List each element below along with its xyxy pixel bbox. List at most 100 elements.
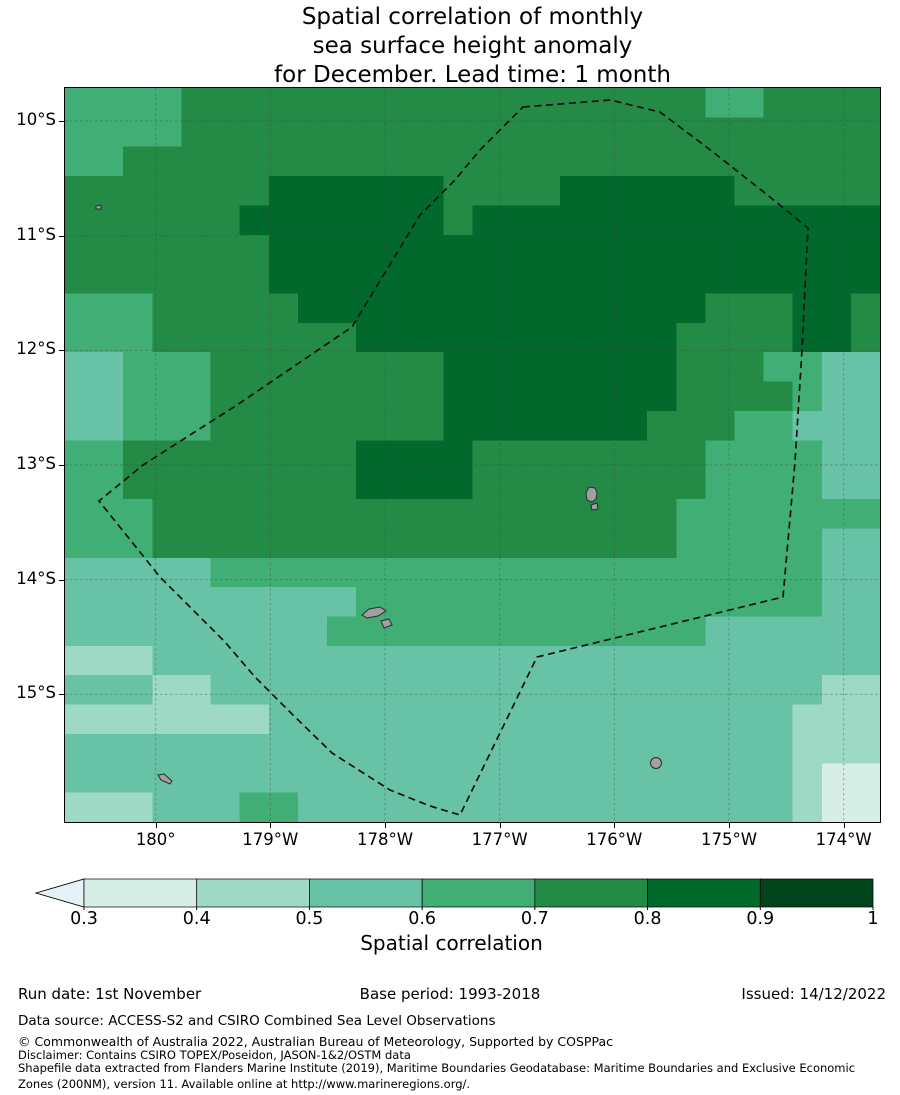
heatmap-cell (326, 117, 357, 148)
heatmap-cell (530, 440, 561, 470)
heatmap-cell (530, 587, 561, 617)
island-a2-icon (590, 502, 599, 511)
heatmap-cell (734, 117, 764, 148)
heatmap-cell (94, 587, 124, 617)
heatmap-cell (65, 352, 95, 382)
heatmap-cells (65, 88, 880, 822)
heatmap-cell (792, 264, 823, 294)
heatmap-cell (472, 146, 502, 177)
heatmap-cell (850, 146, 880, 177)
heatmap-cell (239, 704, 270, 735)
heatmap-cell (443, 88, 473, 118)
heatmap-cell (94, 763, 124, 793)
heatmap-cell (647, 499, 677, 529)
heatmap-cell (152, 616, 182, 647)
heatmap-cell (530, 322, 561, 353)
heatmap-cell (734, 352, 764, 382)
heatmap-cell (152, 381, 182, 412)
colorbar-tick-label: 0.7 (520, 909, 549, 929)
heatmap-cell (792, 499, 823, 529)
heatmap-cell (763, 146, 793, 177)
heatmap-cell (588, 616, 619, 647)
heatmap-cell (123, 176, 153, 206)
heatmap-cell (385, 733, 415, 764)
heatmap-cell (297, 234, 328, 265)
heatmap-cell (763, 176, 793, 206)
colorbar-bin (647, 878, 761, 908)
heatmap-cell (792, 88, 823, 118)
heatmap-cell (94, 381, 124, 412)
heatmap-cell (618, 381, 648, 412)
heatmap-cell (530, 528, 561, 559)
island-b2-icon (380, 618, 393, 629)
chart-title-line3: for December. Lead time: 1 month (274, 62, 671, 88)
heatmap-cell (676, 763, 706, 793)
heatmap-cell (559, 293, 590, 324)
heatmap-cell (530, 704, 561, 735)
heatmap-cell (443, 410, 473, 441)
heatmap-cell (414, 792, 444, 822)
heatmap-cell (705, 733, 735, 764)
heatmap-cell (414, 440, 444, 470)
heatmap-cell (385, 469, 415, 500)
heatmap-cell (356, 176, 386, 206)
heatmap-cell (210, 410, 240, 441)
heatmap-cell (297, 410, 328, 441)
heatmap-cell (676, 440, 706, 470)
heatmap-cell (239, 675, 270, 705)
heatmap-cell (297, 733, 328, 764)
heatmap-cell (297, 763, 328, 793)
y-tick-mark (59, 579, 64, 581)
heatmap-cell (472, 645, 502, 676)
heatmap-cell (618, 645, 648, 676)
heatmap-cell (65, 499, 95, 529)
heatmap-cell (676, 645, 706, 676)
heatmap-cell (268, 381, 299, 412)
heatmap-cell (559, 792, 590, 822)
heatmap-cell (734, 528, 764, 559)
heatmap-cell (239, 557, 270, 588)
heatmap-cell (559, 176, 590, 206)
heatmap-cell (705, 176, 735, 206)
heatmap-cell (763, 587, 793, 617)
heatmap-cell (647, 352, 677, 382)
heatmap-cell (210, 675, 240, 705)
shapefile-text-line2: Zones (200NM), version 11. Available onl… (18, 1077, 471, 1091)
heatmap-cell (821, 440, 852, 470)
heatmap-cell (326, 499, 357, 529)
heatmap-cell (530, 381, 561, 412)
heatmap-cell (850, 645, 880, 676)
heatmap-cell (152, 264, 182, 294)
heatmap-cell (821, 528, 852, 559)
heatmap-cell (239, 587, 270, 617)
heatmap-cell (850, 176, 880, 206)
heatmap-cell (705, 469, 735, 500)
heatmap-cell (792, 469, 823, 500)
y-tick-mark (59, 465, 64, 467)
heatmap-cell (647, 410, 677, 441)
heatmap-cell (181, 146, 211, 177)
heatmap-cell (734, 205, 764, 236)
colorbar-tick-label: 0.4 (182, 909, 211, 929)
heatmap-cell (792, 381, 823, 412)
heatmap-cell (65, 440, 95, 470)
heatmap-cell (501, 469, 532, 500)
heatmap-cell (588, 763, 619, 793)
heatmap-cell (356, 352, 386, 382)
heatmap-cell (239, 322, 270, 353)
heatmap-cell (443, 763, 473, 793)
heatmap-cell (647, 234, 677, 265)
heatmap-cell (647, 440, 677, 470)
heatmap-cell (850, 733, 880, 764)
heatmap-cell (181, 557, 211, 588)
heatmap-cell (297, 616, 328, 647)
colorbar-tick-label: 1 (867, 909, 879, 929)
heatmap-cell (385, 440, 415, 470)
heatmap-cell (530, 410, 561, 441)
heatmap-cell (181, 763, 211, 793)
heatmap-cell (268, 616, 299, 647)
heatmap-cell (821, 499, 852, 529)
x-tick-mark (843, 823, 845, 828)
heatmap-cell (705, 763, 735, 793)
heatmap-cell (850, 528, 880, 559)
